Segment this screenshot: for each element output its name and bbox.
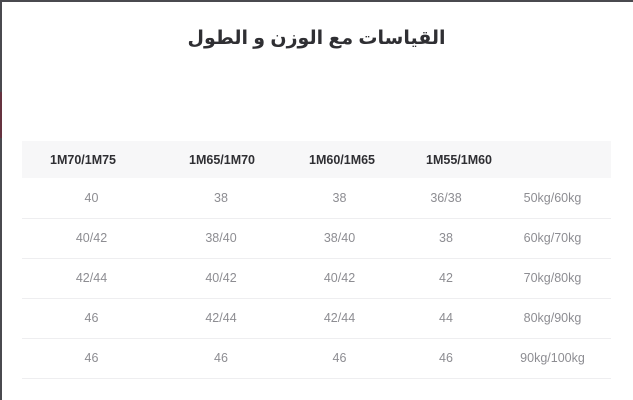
column-header-height-1m60-1m65: 1M60/1M65	[309, 152, 376, 167]
cell-size-1m60-1m65: 46	[281, 338, 398, 379]
table-header-row: 1M70/1M75 1M65/1M70 1M60/1M65 1M55/1M60	[22, 141, 611, 178]
column-header-weight	[494, 141, 611, 178]
table-row: 42/44 40/42 40/42 42 70kg/80kg	[22, 258, 611, 299]
cell-size-1m65-1m70: 38	[161, 178, 281, 219]
cell-size-1m70-1m75: 42/44	[22, 258, 161, 299]
cell-weight-range: 90kg/100kg	[494, 338, 611, 379]
cell-size-1m70-1m75: 40	[22, 178, 161, 219]
cell-size-1m60-1m65: 40/42	[281, 258, 398, 299]
table-body: 40 38 38 36/38 50kg/60kg 40/42 38/40 38/…	[22, 178, 611, 379]
cell-size-1m65-1m70: 42/44	[161, 298, 281, 339]
column-header-height-1m55-1m60: 1M55/1M60	[426, 152, 493, 167]
size-chart-table-wrapper: 1M70/1M75 1M65/1M70 1M60/1M65 1M55/1M60 …	[22, 141, 611, 379]
cell-weight-range: 60kg/70kg	[494, 218, 611, 259]
column-header-height-1m70-1m75: 1M70/1M75	[50, 152, 117, 167]
cell-weight-range: 80kg/90kg	[494, 298, 611, 339]
cell-size-1m55-1m60: 46	[398, 338, 494, 379]
cell-size-1m55-1m60: 36/38	[398, 178, 494, 219]
column-header-height-1m65-1m70: 1M65/1M70	[189, 152, 256, 167]
cell-weight-range: 50kg/60kg	[494, 178, 611, 219]
cell-size-1m65-1m70: 38/40	[161, 218, 281, 259]
cell-size-1m70-1m75: 40/42	[22, 218, 161, 259]
cell-size-1m70-1m75: 46	[22, 298, 161, 339]
cell-size-1m70-1m75: 46	[22, 338, 161, 379]
cell-size-1m60-1m65: 38/40	[281, 218, 398, 259]
size-chart-table: 1M70/1M75 1M65/1M70 1M60/1M65 1M55/1M60 …	[22, 141, 611, 379]
cell-size-1m55-1m60: 42	[398, 258, 494, 299]
table-row: 40/42 38/40 38/40 38 60kg/70kg	[22, 218, 611, 259]
cell-size-1m65-1m70: 46	[161, 338, 281, 379]
cell-size-1m55-1m60: 44	[398, 298, 494, 339]
table-header: 1M70/1M75 1M65/1M70 1M60/1M65 1M55/1M60	[22, 141, 611, 178]
table-row: 40 38 38 36/38 50kg/60kg	[22, 178, 611, 219]
cell-weight-range: 70kg/80kg	[494, 258, 611, 299]
table-row: 46 42/44 42/44 44 80kg/90kg	[22, 298, 611, 339]
cell-size-1m55-1m60: 38	[398, 218, 494, 259]
page-title: القياسات مع الوزن و الطول	[187, 28, 446, 49]
cell-size-1m60-1m65: 38	[281, 178, 398, 219]
table-row: 46 46 46 46 90kg/100kg	[22, 338, 611, 379]
cell-size-1m65-1m70: 40/42	[161, 258, 281, 299]
cell-size-1m60-1m65: 42/44	[281, 298, 398, 339]
